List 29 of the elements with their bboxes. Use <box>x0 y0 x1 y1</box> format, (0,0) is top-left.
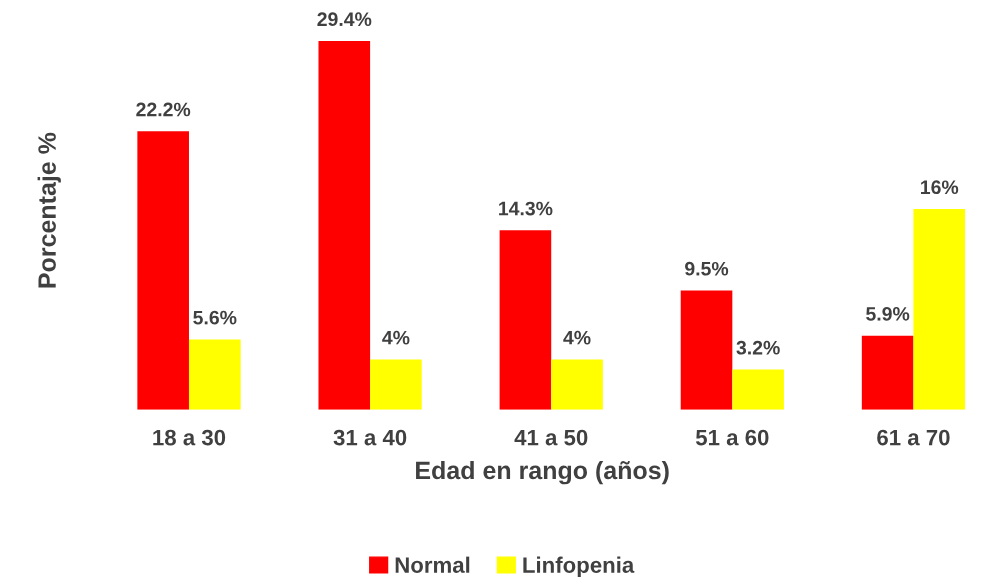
bar <box>732 369 784 410</box>
bar <box>861 335 914 410</box>
data-label: 4% <box>382 330 410 345</box>
data-label: 3.2% <box>736 340 780 355</box>
x-tick-label: 41 a 50 <box>514 429 588 446</box>
bar <box>499 230 552 410</box>
bar <box>318 41 371 410</box>
data-label: 9.5% <box>685 261 729 276</box>
x-tick-label: 31 a 40 <box>333 429 407 446</box>
data-label: 22.2% <box>136 102 191 117</box>
bar <box>680 290 733 410</box>
data-label: 5.9% <box>866 306 910 321</box>
data-label: 29.4% <box>317 12 372 27</box>
bar <box>551 359 603 410</box>
legend-label: Normal <box>395 556 470 573</box>
bar <box>370 359 422 410</box>
bar <box>913 209 966 410</box>
bar <box>188 339 241 410</box>
data-label: 14.3% <box>499 201 553 216</box>
data-label: 5.6% <box>193 310 237 325</box>
legend-label: Linfopenia <box>523 556 635 577</box>
x-tick-label: 18 a 30 <box>153 429 226 446</box>
x-tick-label: 51 a 60 <box>695 429 769 446</box>
x-axis-title: Edad en rango (años) <box>416 460 669 485</box>
y-axis-title: Porcentaje % <box>37 132 61 288</box>
x-tick-label: 61 a 70 <box>877 429 950 446</box>
bar <box>137 131 189 410</box>
data-label: 4% <box>563 330 591 345</box>
data-label: 16% <box>921 180 959 195</box>
